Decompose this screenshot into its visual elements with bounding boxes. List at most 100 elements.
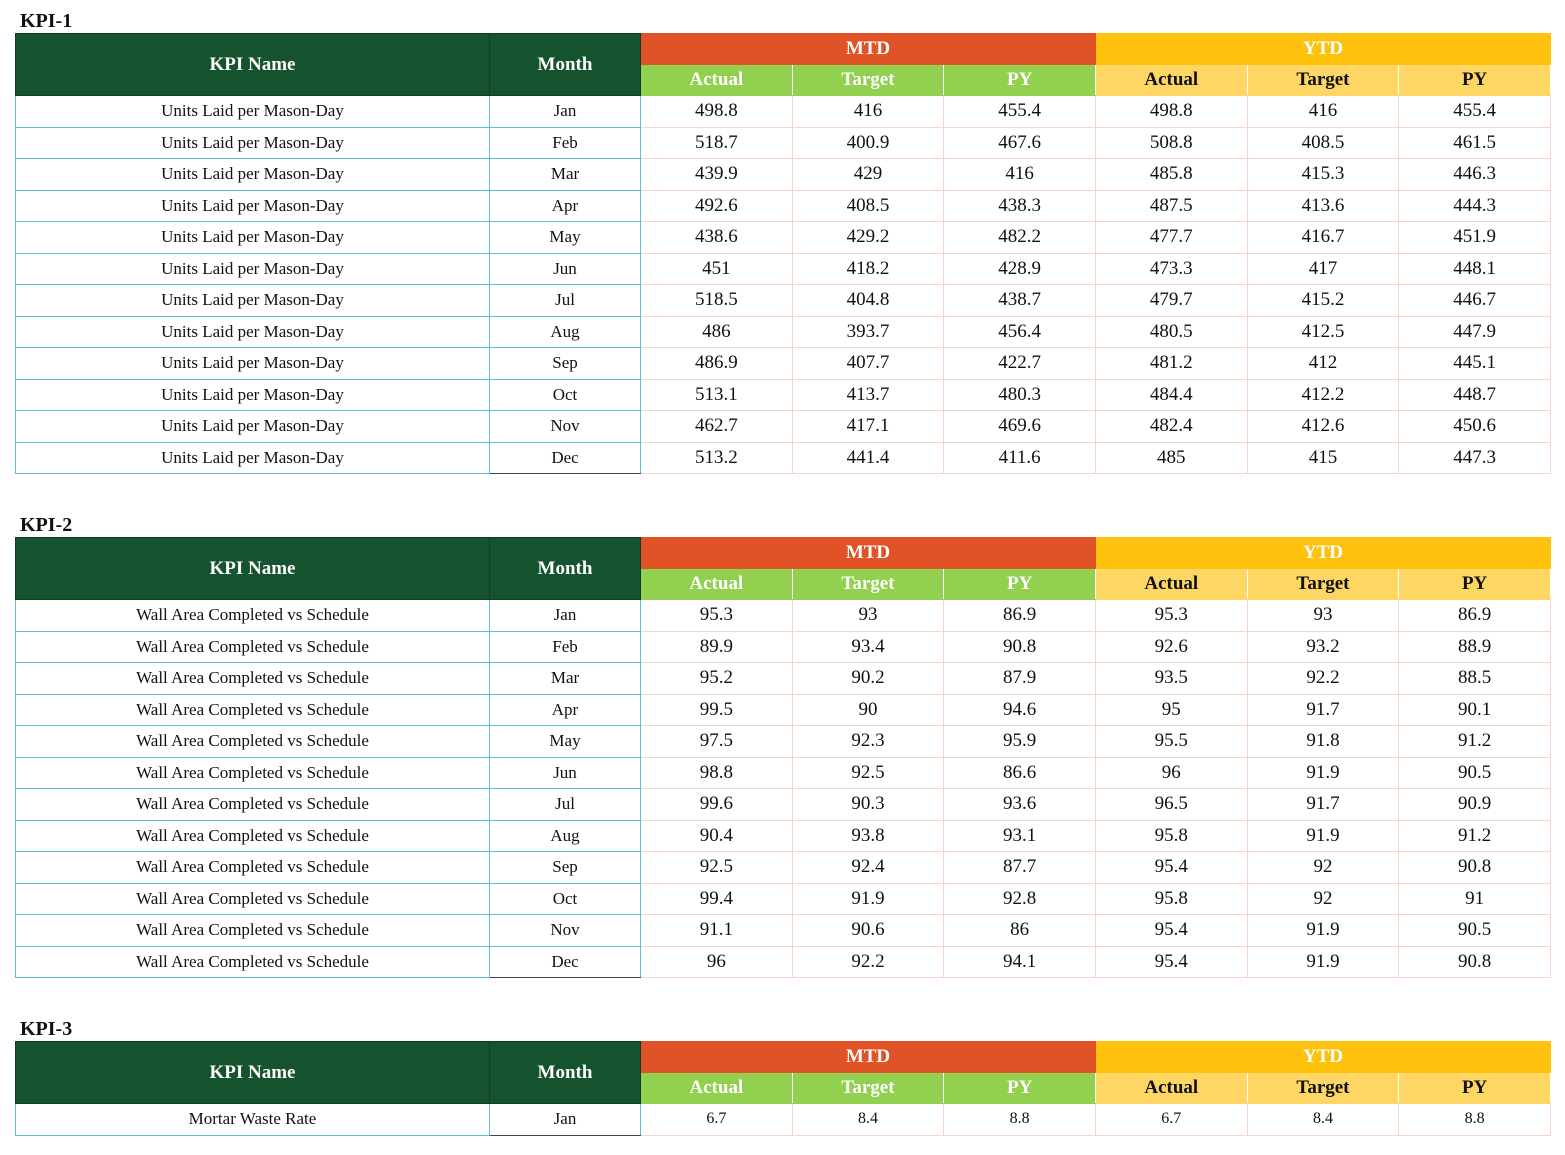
mtd-py-cell: 92.8: [943, 882, 1096, 915]
mtd-py-cell: 94.1: [943, 945, 1096, 978]
mtd-target-cell: 441.4: [791, 441, 945, 474]
table-row: Wall Area Completed vs Schedule Sep 92.5 92…: [15, 851, 1551, 884]
column-header-mtd-actual: Actual: [640, 1072, 793, 1104]
ytd-actual-cell: 498.8: [1094, 95, 1248, 128]
kpi-section: KPI-1 KPI Name Month MTD YTD Actual Target PY Ac…: [15, 9, 1551, 474]
kpi-section-title: KPI-2: [20, 514, 73, 536]
ytd-py-cell: 86.9: [1398, 599, 1551, 632]
ytd-py-cell: 90.8: [1398, 945, 1551, 978]
kpi-table: KPI Name Month MTD YTD Actual Target PY Actual T…: [15, 33, 1551, 474]
mtd-actual-cell: 92.5: [640, 851, 793, 884]
mtd-actual-cell: 99.4: [640, 882, 793, 915]
table-row: Wall Area Completed vs Schedule Jan 95.3 93…: [15, 599, 1551, 632]
month-cell: Sep: [489, 347, 641, 380]
table-row: Wall Area Completed vs Schedule Dec 96 92.2…: [15, 945, 1551, 978]
ytd-py-cell: 455.4: [1398, 95, 1551, 128]
kpi-name-cell: Units Laid per Mason-Day: [15, 189, 490, 222]
kpi-name-cell: Units Laid per Mason-Day: [15, 158, 490, 191]
table-row: Units Laid per Mason-Day Jun 451 418.2 428.9…: [15, 252, 1551, 285]
ytd-target-cell: 91.7: [1246, 693, 1400, 726]
table-row: Wall Area Completed vs Schedule Feb 89.9 93…: [15, 630, 1551, 663]
column-header-mtd-target: Target: [791, 568, 945, 600]
ytd-py-cell: 450.6: [1398, 410, 1551, 443]
month-cell: Jun: [489, 252, 641, 285]
column-group-mtd: MTD: [640, 33, 1096, 65]
mtd-target-cell: 8.4: [791, 1103, 945, 1136]
ytd-target-cell: 92: [1246, 851, 1400, 884]
mtd-py-cell: 93.1: [943, 819, 1096, 852]
ytd-py-cell: 90.8: [1398, 851, 1551, 884]
ytd-py-cell: 444.3: [1398, 189, 1551, 222]
ytd-target-cell: 408.5: [1246, 126, 1400, 159]
ytd-actual-cell: 484.4: [1094, 378, 1248, 411]
ytd-actual-cell: 96.5: [1094, 788, 1248, 821]
ytd-py-cell: 91.2: [1398, 725, 1551, 758]
month-cell: Dec: [489, 945, 641, 978]
ytd-actual-cell: 95: [1094, 693, 1248, 726]
table-row: Wall Area Completed vs Schedule Jun 98.8 92…: [15, 756, 1551, 789]
month-cell: Mar: [489, 662, 641, 695]
kpi-section: KPI-2 KPI Name Month MTD YTD Actual Target PY Ac…: [15, 513, 1551, 978]
mtd-actual-cell: 462.7: [640, 410, 793, 443]
mtd-py-cell: 428.9: [943, 252, 1096, 285]
column-group-ytd: YTD: [1094, 1041, 1551, 1073]
table-row: Wall Area Completed vs Schedule Jul 99.6 90…: [15, 788, 1551, 821]
mtd-target-cell: 90.6: [791, 914, 945, 947]
mtd-actual-cell: 96: [640, 945, 793, 978]
mtd-target-cell: 90: [791, 693, 945, 726]
ytd-actual-cell: 95.8: [1094, 882, 1248, 915]
column-header-mtd-target: Target: [791, 64, 945, 96]
mtd-py-cell: 95.9: [943, 725, 1096, 758]
month-cell: Nov: [489, 410, 641, 443]
ytd-py-cell: 90.5: [1398, 756, 1551, 789]
table-row: Units Laid per Mason-Day Apr 492.6 408.5 438…: [15, 189, 1551, 222]
ytd-target-cell: 91.9: [1246, 945, 1400, 978]
ytd-target-cell: 93: [1246, 599, 1400, 632]
month-cell: May: [489, 725, 641, 758]
mtd-py-cell: 456.4: [943, 315, 1096, 348]
kpi-name-cell: Wall Area Completed vs Schedule: [15, 945, 490, 978]
ytd-target-cell: 415.2: [1246, 284, 1400, 317]
month-cell: May: [489, 221, 641, 254]
mtd-actual-cell: 6.7: [640, 1103, 793, 1136]
kpi-name-cell: Wall Area Completed vs Schedule: [15, 693, 490, 726]
ytd-py-cell: 451.9: [1398, 221, 1551, 254]
ytd-py-cell: 448.7: [1398, 378, 1551, 411]
header-row-groups: KPI Name Month MTD YTD: [15, 537, 1551, 600]
month-cell: Apr: [489, 189, 641, 222]
ytd-py-cell: 447.9: [1398, 315, 1551, 348]
mtd-target-cell: 416: [791, 95, 945, 128]
mtd-target-cell: 429: [791, 158, 945, 191]
column-header-ytd-actual: Actual: [1094, 568, 1248, 600]
ytd-target-cell: 91.9: [1246, 914, 1400, 947]
ytd-actual-cell: 93.5: [1094, 662, 1248, 695]
mtd-target-cell: 93: [791, 599, 945, 632]
mtd-actual-cell: 518.5: [640, 284, 793, 317]
table-row: Wall Area Completed vs Schedule Apr 99.5 90…: [15, 693, 1551, 726]
month-cell: Aug: [489, 315, 641, 348]
kpi-name-cell: Units Laid per Mason-Day: [15, 347, 490, 380]
ytd-py-cell: 446.7: [1398, 284, 1551, 317]
mtd-py-cell: 86.6: [943, 756, 1096, 789]
ytd-target-cell: 415: [1246, 441, 1400, 474]
ytd-py-cell: 90.1: [1398, 693, 1551, 726]
table-row: Wall Area Completed vs Schedule Aug 90.4 93…: [15, 819, 1551, 852]
mtd-actual-cell: 95.2: [640, 662, 793, 695]
mtd-actual-cell: 518.7: [640, 126, 793, 159]
ytd-py-cell: 8.8: [1398, 1103, 1551, 1136]
mtd-actual-cell: 98.8: [640, 756, 793, 789]
column-header-mtd-py: PY: [943, 64, 1096, 96]
column-header-mtd-py: PY: [943, 568, 1096, 600]
mtd-actual-cell: 90.4: [640, 819, 793, 852]
column-header-ytd-actual: Actual: [1094, 1072, 1248, 1104]
mtd-target-cell: 93.4: [791, 630, 945, 663]
mtd-actual-cell: 99.5: [640, 693, 793, 726]
ytd-actual-cell: 95.5: [1094, 725, 1248, 758]
ytd-target-cell: 91.7: [1246, 788, 1400, 821]
column-header-ytd-py: PY: [1398, 568, 1551, 600]
kpi-name-cell: Wall Area Completed vs Schedule: [15, 599, 490, 632]
kpi-name-cell: Units Laid per Mason-Day: [15, 252, 490, 285]
ytd-target-cell: 415.3: [1246, 158, 1400, 191]
column-header-month: Month: [489, 33, 641, 96]
mtd-target-cell: 393.7: [791, 315, 945, 348]
